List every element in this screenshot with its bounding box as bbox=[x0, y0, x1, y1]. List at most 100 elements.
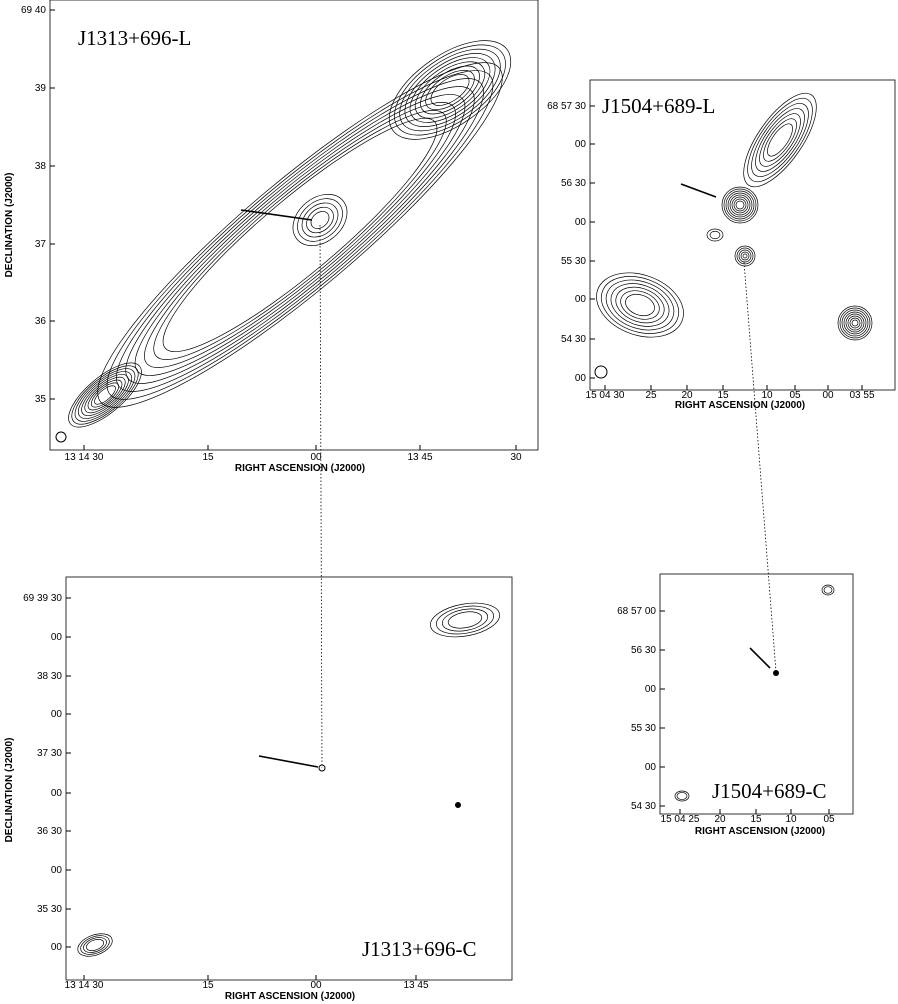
contour bbox=[144, 102, 456, 368]
source bbox=[455, 802, 461, 808]
contour bbox=[301, 202, 339, 238]
contour bbox=[763, 118, 797, 162]
contour bbox=[80, 935, 110, 955]
y-tick-label: 37 bbox=[35, 239, 47, 250]
contour bbox=[87, 379, 123, 411]
contour bbox=[596, 272, 684, 338]
contour bbox=[414, 61, 486, 119]
contours bbox=[55, 40, 873, 957]
contour bbox=[153, 110, 447, 360]
x-tick-label: 20 bbox=[681, 390, 693, 401]
y-tick-label: 68 57 00 bbox=[617, 606, 656, 617]
x-axis-label: RIGHT ASCENSION (J2000) bbox=[695, 826, 825, 837]
contour bbox=[821, 584, 835, 596]
y-tick-label: 00 bbox=[51, 632, 63, 643]
x-tick-label: 00 bbox=[822, 390, 834, 401]
contour bbox=[847, 315, 863, 331]
y-tick-label: 38 bbox=[35, 161, 47, 172]
x-tick-label: 10 bbox=[785, 814, 797, 825]
contour bbox=[600, 276, 680, 334]
y-tick-label: 00 bbox=[645, 684, 657, 695]
frame bbox=[589, 79, 896, 391]
x-tick-label: 25 bbox=[645, 390, 657, 401]
contour bbox=[116, 78, 484, 392]
contour bbox=[843, 311, 867, 335]
contour bbox=[620, 290, 660, 320]
contour bbox=[83, 937, 107, 953]
y-tick-label: 55 30 bbox=[561, 256, 586, 267]
contour bbox=[676, 792, 688, 800]
contour bbox=[425, 69, 475, 111]
contour bbox=[430, 74, 470, 106]
contour bbox=[94, 385, 116, 405]
contour bbox=[729, 194, 751, 216]
x-tick-label: 30 bbox=[510, 452, 522, 463]
contour bbox=[430, 602, 500, 638]
x-tick-label: 20 bbox=[714, 814, 726, 825]
contour bbox=[725, 190, 755, 220]
x-tick-label: 15 bbox=[750, 814, 762, 825]
contour bbox=[97, 62, 503, 408]
panel: J1313+696-C 13 14 30 15 00 13 45 69 39 30 00 38… bbox=[4, 576, 513, 1002]
x-tick-label: 15 04 25 bbox=[661, 814, 700, 825]
contour bbox=[610, 283, 670, 327]
y-tick-label: 55 30 bbox=[631, 723, 656, 734]
contour bbox=[77, 371, 133, 419]
y-tick-label: 00 bbox=[51, 788, 63, 799]
frame bbox=[659, 573, 854, 815]
x-tick-label: 15 bbox=[202, 452, 214, 463]
y-tick-label: 39 bbox=[35, 83, 47, 94]
source bbox=[773, 670, 779, 676]
contour bbox=[751, 103, 809, 177]
beam bbox=[55, 431, 67, 443]
x-tick-label: 03 55 bbox=[849, 390, 874, 401]
contour bbox=[441, 608, 489, 632]
x-tick-label: 13 14 30 bbox=[65, 452, 104, 463]
contour bbox=[735, 200, 745, 210]
x-tick-label: 00 bbox=[310, 452, 322, 463]
panel-title: J1313+696-C bbox=[362, 937, 477, 961]
contour bbox=[409, 57, 491, 123]
y-tick-label: 00 bbox=[575, 139, 587, 150]
contour bbox=[736, 247, 754, 265]
y-tick-label: 37 30 bbox=[37, 748, 62, 759]
y-axis-label: DECLINATION (J2000) bbox=[4, 173, 15, 278]
y-tick-label: 38 30 bbox=[37, 671, 62, 682]
contour bbox=[77, 933, 113, 957]
contour bbox=[447, 611, 483, 629]
contour bbox=[615, 286, 665, 324]
y-tick-label: 69 40 bbox=[21, 5, 46, 16]
contour bbox=[738, 249, 752, 263]
frame bbox=[65, 576, 513, 981]
x-tick-label: 00 bbox=[310, 980, 322, 991]
panel-title: J1504+689-C bbox=[712, 779, 827, 803]
y-tick-label: 00 bbox=[645, 762, 657, 773]
x-tick-label: 13 14 30 bbox=[65, 980, 104, 991]
x-tick-label: 13 45 bbox=[407, 452, 432, 463]
contour bbox=[845, 313, 865, 333]
contour bbox=[759, 113, 801, 167]
x-tick-label: 15 bbox=[202, 980, 214, 991]
contour bbox=[292, 194, 348, 246]
y-axis-label: DECLINATION (J2000) bbox=[4, 738, 15, 843]
x-axis-label: RIGHT ASCENSION (J2000) bbox=[675, 400, 805, 411]
y-tick-label: 00 bbox=[575, 373, 587, 384]
contour bbox=[625, 293, 655, 317]
contour bbox=[755, 108, 805, 172]
y-tick-label: 69 39 30 bbox=[23, 593, 62, 604]
contour bbox=[297, 198, 343, 242]
contour bbox=[404, 53, 496, 127]
y-tick-label: 00 bbox=[51, 942, 63, 953]
contour bbox=[81, 373, 129, 417]
contour bbox=[721, 186, 759, 224]
contour bbox=[706, 228, 724, 242]
y-tick-label: 56 30 bbox=[631, 645, 656, 656]
contour bbox=[849, 317, 861, 329]
contour bbox=[731, 196, 749, 214]
x-tick-label: 15 04 30 bbox=[586, 390, 625, 401]
contour bbox=[709, 230, 721, 240]
x-tick-label: 05 bbox=[789, 390, 801, 401]
x-tick-label: 13 45 bbox=[403, 980, 428, 991]
contour bbox=[74, 368, 136, 422]
